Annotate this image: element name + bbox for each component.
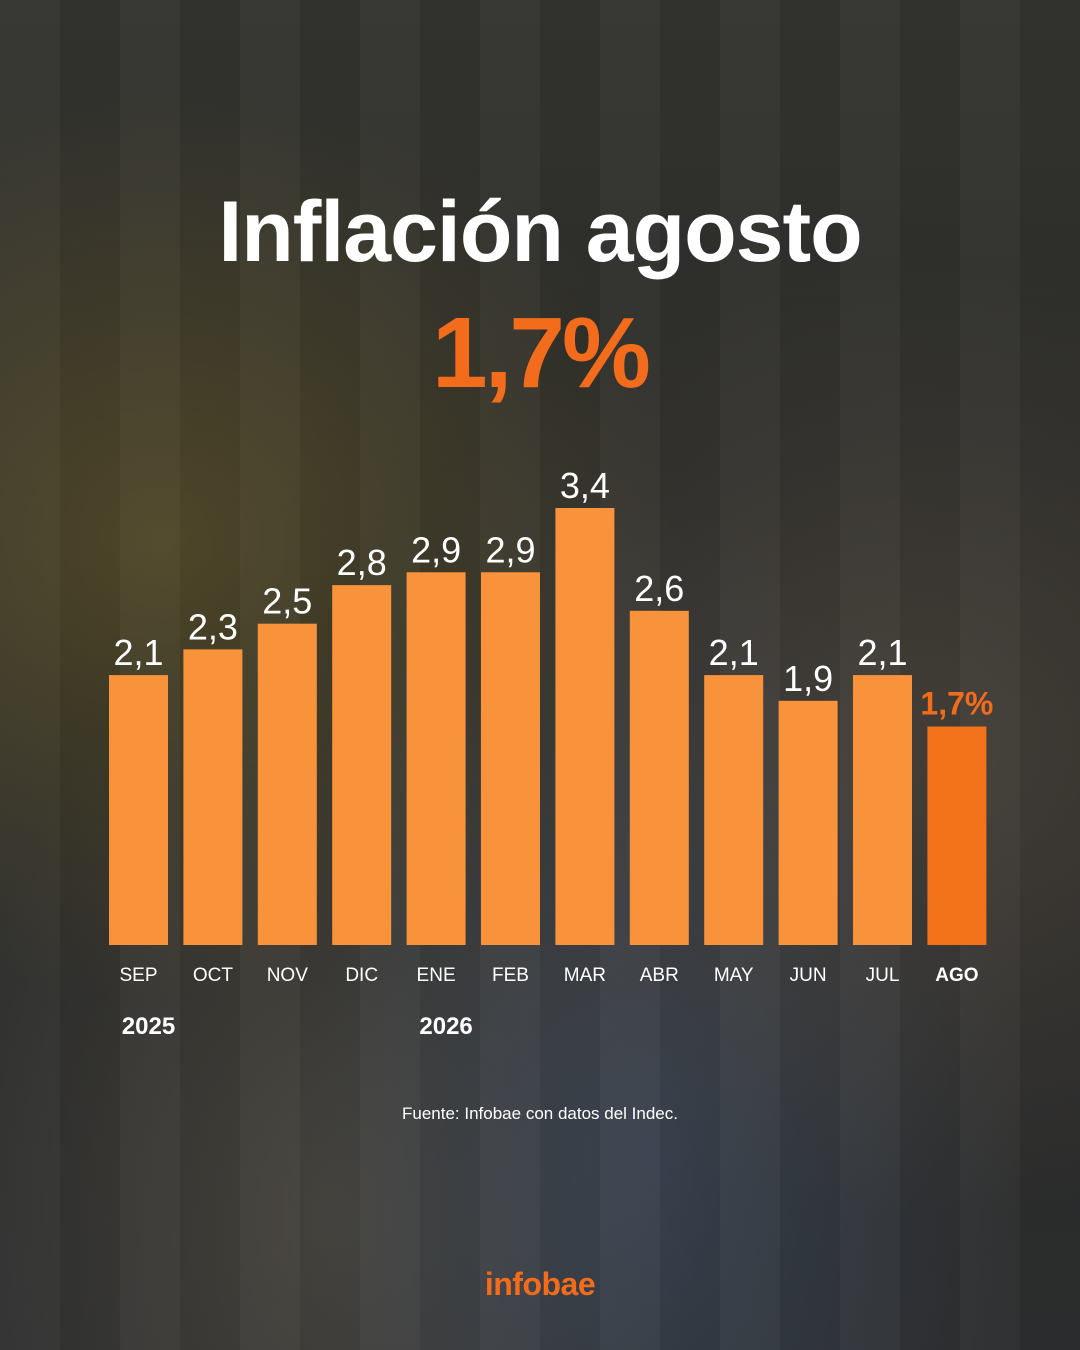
bar-abr: [629, 610, 689, 945]
value-label-dic: 2,8: [337, 542, 387, 583]
month-label-dic: DIC: [345, 965, 378, 986]
value-label-oct: 2,3: [188, 606, 238, 647]
year-label-2026: 2026: [419, 1013, 472, 1040]
month-label-abr: ABR: [640, 965, 679, 986]
bar-oct: [183, 649, 243, 945]
month-label-jun: JUN: [790, 965, 827, 986]
value-label-may: 2,1: [709, 632, 759, 673]
month-label-may: MAY: [714, 965, 754, 986]
year-label-2025: 2025: [122, 1013, 175, 1040]
infobae-logo: infobae: [484, 1266, 596, 1302]
bar-nov: [257, 623, 317, 945]
bar-ene: [406, 572, 466, 945]
bar-feb: [481, 572, 540, 945]
value-label-jul: 2,1: [857, 632, 907, 673]
month-label-ene: ENE: [417, 965, 456, 986]
month-label-ago: AGO: [935, 965, 978, 986]
value-label-ene: 2,9: [411, 529, 461, 570]
bar-dic: [332, 585, 392, 945]
page-title: Inflación agosto: [218, 184, 862, 280]
value-label-ago: 1,7%: [920, 686, 993, 722]
value-label-feb: 2,9: [485, 529, 535, 570]
month-label-oct: OCT: [193, 965, 234, 986]
month-label-feb: FEB: [492, 965, 529, 986]
bar-ago: [927, 726, 987, 945]
bar-jul: [853, 675, 912, 945]
bar-sep: [109, 675, 168, 945]
month-label-mar: MAR: [564, 965, 606, 986]
value-label-mar: 3,4: [560, 465, 610, 506]
bar-mar: [555, 508, 615, 945]
value-label-abr: 2,6: [634, 568, 684, 609]
bar-may: [704, 675, 764, 945]
value-label-jun: 1,9: [783, 658, 833, 699]
month-label-sep: SEP: [119, 965, 157, 986]
headline-value: 1,7%: [432, 297, 651, 409]
value-label-nov: 2,5: [262, 581, 312, 622]
month-label-jul: JUL: [866, 965, 900, 986]
value-label-sep: 2,1: [113, 632, 163, 673]
bar-jun: [778, 700, 838, 945]
month-label-nov: NOV: [267, 965, 309, 986]
source-note: Fuente: Infobae con datos del Indec.: [402, 1104, 678, 1123]
